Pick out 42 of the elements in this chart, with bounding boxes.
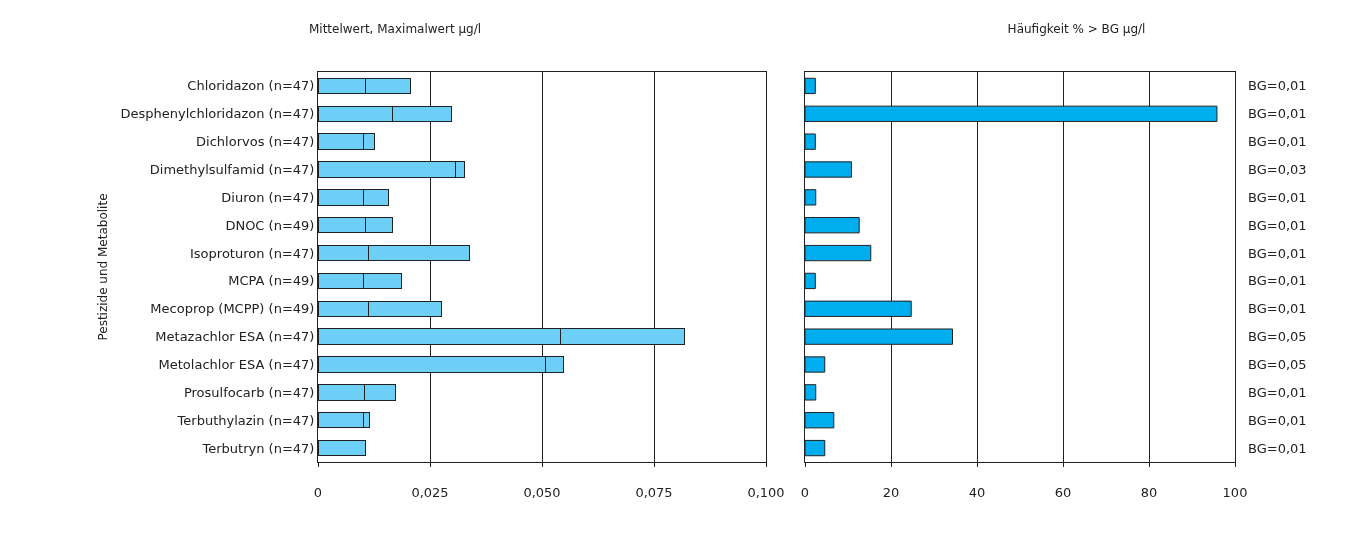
y2-tick-label: BG=0,01 (1248, 440, 1307, 456)
y2-tick-label: BG=0,01 (1248, 273, 1307, 289)
y-tick-label: Dimethylsulfamid (n=47) (149, 162, 315, 178)
x-tick-label: 0,025 (411, 484, 449, 500)
y2-tick-label: BG=0,01 (1248, 106, 1307, 122)
y-tick-label: Mecoprop (MCPP) (n=49) (150, 301, 315, 317)
x-tick-label: 60 (1054, 484, 1072, 500)
chart-title: Mittelwert, Maximalwert µg/l (308, 21, 482, 36)
y2-tick-label: BG=0,01 (1248, 134, 1307, 150)
x-tick-label: 0,050 (523, 484, 561, 500)
x-tick-label: 0 (313, 484, 323, 500)
y-tick-label: MCPA (n=49) (228, 273, 315, 289)
y-tick-label: Dichlorvos (n=47) (196, 134, 315, 150)
x-tick-label: 0 (800, 484, 810, 500)
x-tick-label: 100 (1222, 484, 1248, 500)
y2-tick-label: BG=0,05 (1248, 329, 1307, 345)
y-tick-label: Metazachlor ESA (n=47) (155, 329, 315, 345)
y-axis-title: Pestizide und Metabolite (95, 193, 110, 341)
y-tick-label: Terbutryn (n=47) (201, 440, 315, 456)
y2-tick-label: BG=0,05 (1248, 357, 1307, 373)
y-tick-label: Terbuthylazin (n=47) (176, 412, 315, 428)
x-tick-label: 40 (968, 484, 986, 500)
y2-tick-label: BG=0,01 (1248, 412, 1307, 428)
y-tick-label: Chloridazon (n=47) (187, 78, 315, 94)
x-tick-label: 20 (882, 484, 900, 500)
y2-tick-label: BG=0,01 (1248, 78, 1307, 94)
x-tick-label: 0,100 (747, 484, 785, 500)
x-tick-label: 80 (1140, 484, 1158, 500)
x-tick-label: 0,075 (635, 484, 673, 500)
y2-tick-label: BG=0,01 (1248, 245, 1307, 261)
y2-tick-label: BG=0,03 (1248, 162, 1307, 178)
y-tick-label: DNOC (n=49) (225, 217, 315, 233)
y-tick-label: Metolachlor ESA (n=47) (158, 357, 315, 373)
y-tick-label: Desphenylchloridazon (n=47) (120, 106, 315, 122)
y-tick-label: Diuron (n=47) (221, 189, 315, 205)
y2-tick-label: BG=0,01 (1248, 189, 1307, 205)
y-tick-label: Prosulfocarb (n=47) (183, 384, 315, 400)
y-tick-label: Isoproturon (n=47) (190, 245, 315, 261)
y2-tick-label: BG=0,01 (1248, 217, 1307, 233)
y2-tick-label: BG=0,01 (1248, 301, 1307, 317)
y2-tick-label: BG=0,01 (1248, 384, 1307, 400)
chart-title: Häufigkeit % > BG µg/l (1007, 21, 1146, 36)
